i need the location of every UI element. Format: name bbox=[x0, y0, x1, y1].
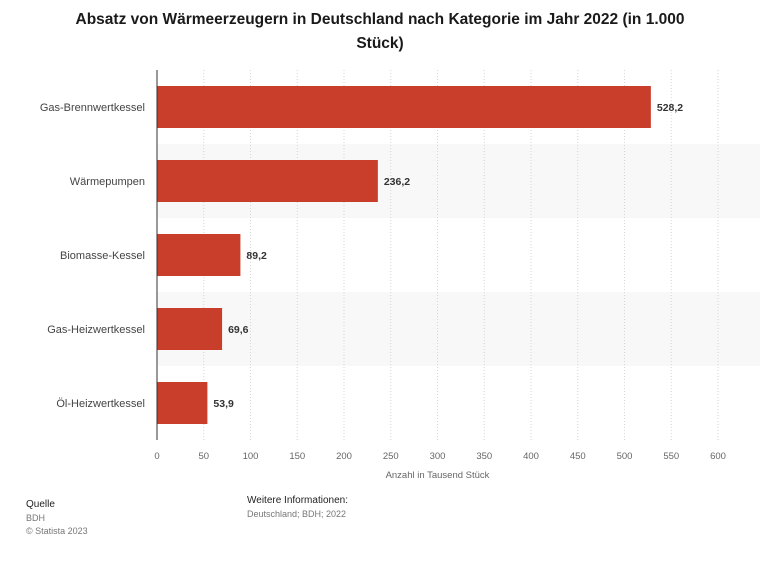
x-axis-title: Anzahl in Tausend Stück bbox=[386, 470, 490, 481]
category-label: Öl-Heizwertkessel bbox=[56, 398, 145, 410]
bar[interactable] bbox=[157, 308, 223, 350]
x-tick-label: 150 bbox=[289, 451, 305, 462]
x-tick-label: 200 bbox=[336, 451, 352, 462]
bar[interactable] bbox=[157, 234, 241, 276]
data-label: 528,2 bbox=[657, 102, 683, 114]
category-label: Biomasse-Kessel bbox=[60, 250, 145, 262]
x-tick-label: 250 bbox=[383, 451, 399, 462]
bar[interactable] bbox=[157, 86, 651, 128]
row-band bbox=[157, 292, 760, 366]
bar-chart: Gas-Brennwertkessel Wärmepumpen Biomasse-K… bbox=[39, 70, 760, 481]
x-tick-labels: 0 50 100 150 200 250 300 350 400 450 500 550 600 bbox=[154, 451, 726, 462]
x-tick-label: 0 bbox=[154, 451, 159, 462]
x-tick-label: 300 bbox=[430, 451, 446, 462]
category-label: Gas-Brennwertkessel bbox=[40, 102, 145, 114]
copyright: © Statista 2023 bbox=[26, 526, 88, 536]
x-tick-label: 500 bbox=[617, 451, 633, 462]
x-tick-label: 550 bbox=[663, 451, 679, 462]
x-tick-label: 350 bbox=[476, 451, 492, 462]
value-labels: 528,2 236,2 89,2 69,6 53,9 bbox=[213, 102, 683, 410]
bar[interactable] bbox=[157, 382, 208, 424]
data-label: 236,2 bbox=[384, 176, 410, 188]
source-label: Quelle bbox=[26, 499, 55, 510]
bar[interactable] bbox=[157, 160, 378, 202]
info-label: Weitere Informationen: bbox=[247, 495, 348, 506]
x-tick-label: 450 bbox=[570, 451, 586, 462]
x-tick-label: 50 bbox=[198, 451, 209, 462]
data-label: 69,6 bbox=[228, 324, 249, 336]
data-label: 53,9 bbox=[213, 398, 234, 410]
chart-title: Absatz von Wärmeerzeugern in Deutschland… bbox=[75, 11, 685, 52]
info-value[interactable]: Deutschland; BDH; 2022 bbox=[247, 509, 347, 519]
category-labels: Gas-Brennwertkessel Wärmepumpen Biomasse-K… bbox=[40, 102, 145, 410]
x-tick-label: 400 bbox=[523, 451, 539, 462]
data-label: 89,2 bbox=[246, 250, 267, 262]
x-tick-label: 600 bbox=[710, 451, 726, 462]
bars bbox=[157, 86, 651, 424]
x-tick-label: 100 bbox=[243, 451, 259, 462]
source-value: BDH bbox=[26, 513, 46, 523]
category-label: Gas-Heizwertkessel bbox=[47, 324, 145, 336]
category-label: Wärmepumpen bbox=[70, 176, 145, 188]
